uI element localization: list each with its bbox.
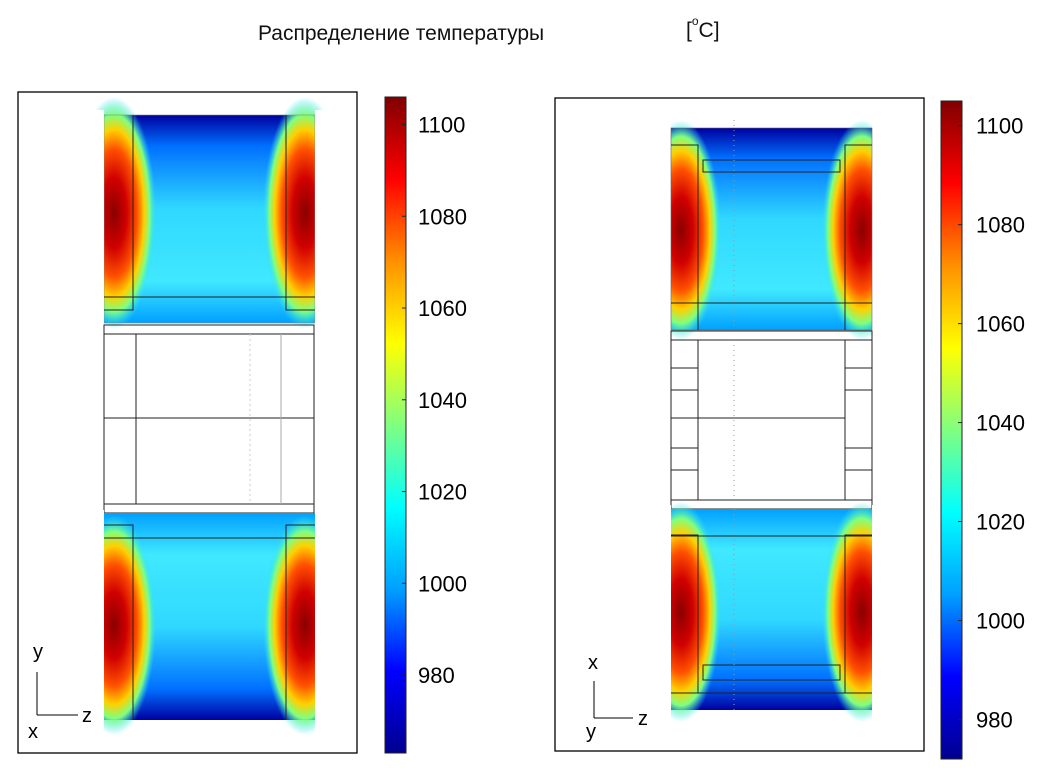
left-middle-block — [103, 324, 315, 514]
temperature-unit: [oC] — [686, 14, 720, 43]
left-bottom-block — [72, 513, 347, 735]
left-axis-vertical-label: y — [33, 641, 43, 663]
unit-letter: C — [698, 19, 714, 42]
right-axis-horizontal-label: z — [638, 708, 648, 730]
right-axis-depth-label: y — [586, 721, 596, 743]
left-axis-horizontal-label: z — [82, 705, 92, 727]
colorbar-tick-label: 1020 — [418, 480, 467, 505]
left-axis-depth-label: x — [28, 721, 38, 743]
right-axis-triad — [593, 681, 633, 719]
right-colorbar-ticks: 980 1000 1020 1040 1060 1080 1100 — [958, 114, 1025, 732]
colorbar-tick-label: 1060 — [418, 296, 467, 321]
left-colorbar — [384, 96, 407, 754]
left-top-block — [72, 97, 347, 329]
left-axis-triad — [36, 672, 78, 716]
unit-close-bracket: ] — [713, 19, 720, 42]
unit-degree: o — [691, 14, 699, 28]
left-frame — [17, 91, 358, 754]
colorbar-tick-label: 1040 — [418, 388, 467, 413]
left-colorbar-ticks: 980 1000 1020 1040 1060 1080 1100 — [402, 113, 467, 688]
colorbar-tick-label: 980 — [976, 707, 1013, 732]
colorbar-tick-label: 980 — [418, 663, 455, 688]
colorbar-tick-label: 1000 — [976, 608, 1025, 633]
colorbar-tick-label: 1100 — [418, 113, 465, 138]
colorbar-tick-label: 1080 — [976, 213, 1025, 238]
right-middle-block — [670, 330, 873, 510]
title-text: Распределение температуры — [258, 22, 545, 45]
colorbar-tick-label: 1040 — [976, 411, 1025, 436]
right-colorbar — [940, 100, 963, 760]
right-frame — [554, 97, 925, 752]
colorbar-tick-label: 1100 — [976, 114, 1023, 139]
figure-title: Распределение температуры [oC] — [0, 14, 1046, 56]
right-top-block — [641, 120, 902, 340]
colorbar-tick-label: 1000 — [418, 571, 467, 596]
unit-open-bracket: [ — [686, 19, 692, 42]
colorbar-tick-label: 1020 — [976, 510, 1025, 535]
right-axis-vertical-label: x — [588, 652, 598, 674]
colorbar-tick-label: 1060 — [976, 312, 1025, 337]
colorbar-tick-label: 1080 — [418, 204, 467, 229]
